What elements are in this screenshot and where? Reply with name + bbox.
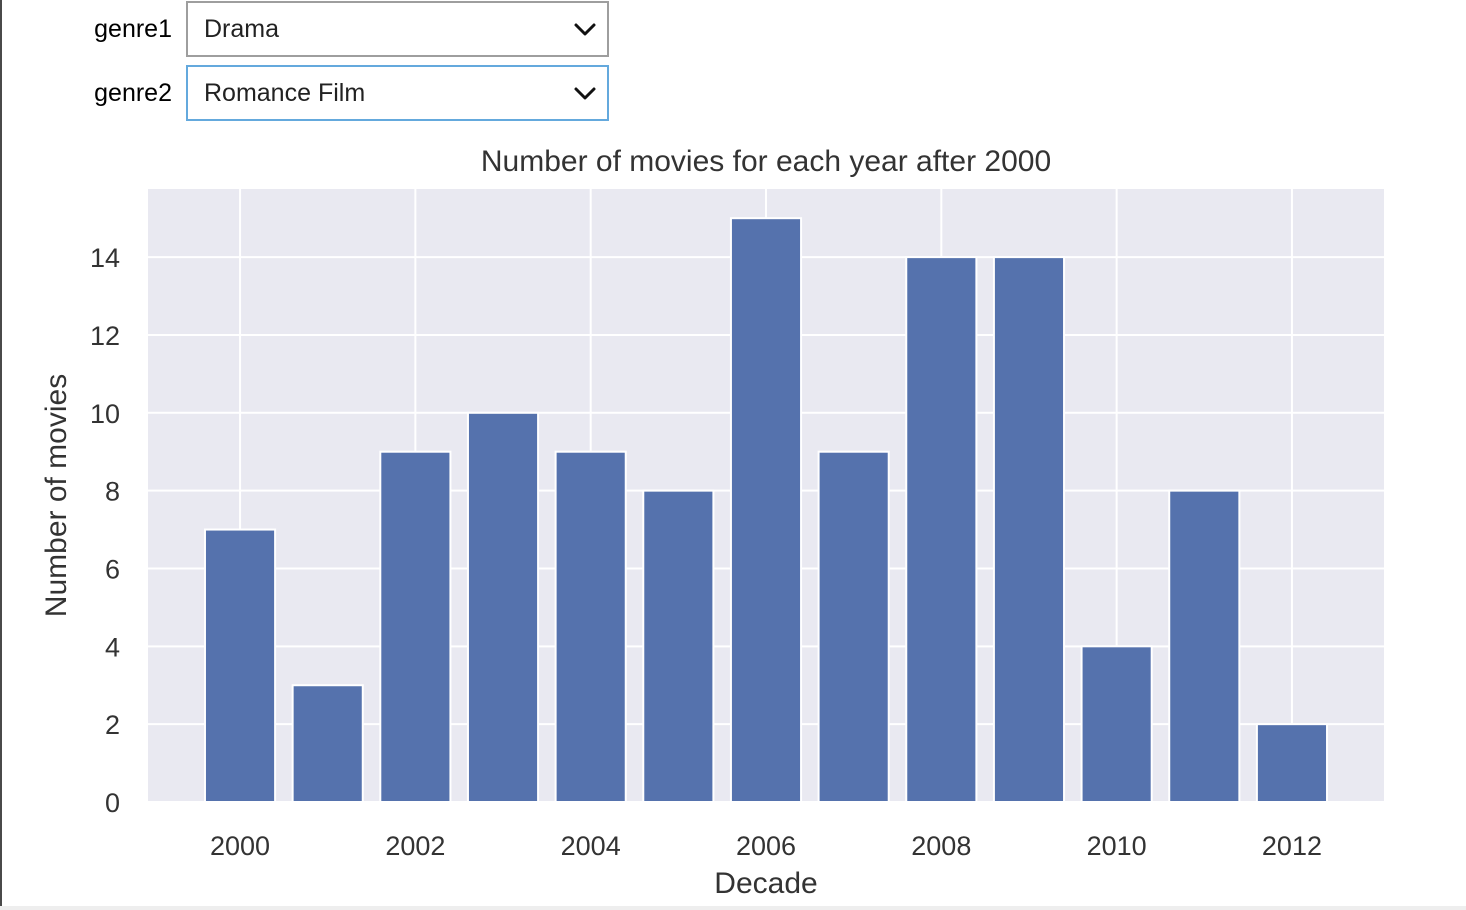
genre2-row: genre2 Romance Film [0, 65, 609, 121]
x-tick-label: 2004 [561, 831, 621, 861]
genre2-selected-value: Romance Film [204, 78, 366, 107]
genre1-row: genre1 Drama [0, 1, 609, 57]
bar-2012 [1255, 723, 1329, 804]
bar-2009 [992, 256, 1066, 804]
x-tick-label: 2006 [736, 831, 796, 861]
y-axis-label: Number of movies [40, 374, 73, 617]
bar-2005 [642, 489, 715, 803]
x-tick-label: 2008 [911, 831, 971, 861]
genre1-selected-value: Drama [204, 14, 280, 43]
bar-2010 [1080, 645, 1153, 803]
chevron-down-icon [574, 87, 596, 100]
y-tick-label: 8 [105, 477, 120, 507]
x-tick-label: 2010 [1087, 831, 1147, 861]
bar-2004 [554, 450, 627, 803]
x-axis-label: Decade [714, 867, 817, 900]
y-tick-label: 4 [105, 632, 120, 662]
cell-bottom-strip [0, 906, 1466, 910]
bar-2001 [291, 684, 364, 803]
y-tick-label: 14 [90, 243, 120, 273]
chevron-down-icon [574, 23, 596, 36]
genre2-dropdown[interactable]: Romance Film [186, 65, 609, 121]
bar-2000 [203, 528, 277, 803]
genre2-label: genre2 [94, 78, 172, 107]
genre1-label: genre1 [94, 14, 172, 43]
bar-2003 [466, 411, 540, 803]
bar-2006 [729, 217, 803, 803]
bar-2008 [905, 256, 978, 804]
genre1-dropdown[interactable]: Drama [186, 1, 609, 57]
y-tick-label: 2 [105, 710, 120, 740]
x-tick-label: 2012 [1262, 831, 1322, 861]
y-tick-label: 0 [105, 788, 120, 818]
bar-2002 [379, 450, 452, 803]
y-tick-label: 12 [90, 321, 120, 351]
y-tick-label: 10 [90, 399, 120, 429]
x-tick-label: 2002 [385, 831, 445, 861]
x-tick-label: 2000 [210, 831, 270, 861]
bar-2007 [817, 450, 890, 803]
bar-2011 [1168, 489, 1241, 803]
cell-left-border [0, 0, 2, 910]
y-tick-label: 6 [105, 554, 120, 584]
chart-title: Number of movies for each year after 200… [481, 145, 1051, 178]
